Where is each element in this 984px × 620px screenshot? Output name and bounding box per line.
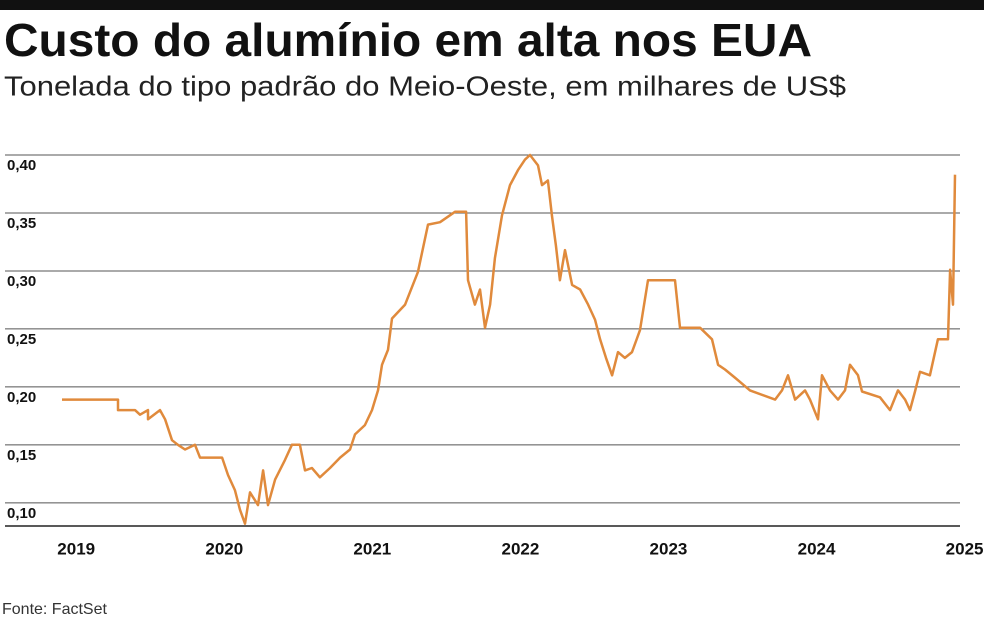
x-tick-label: 2022 [501, 539, 539, 558]
x-tick-label: 2019 [57, 539, 95, 558]
top-bar [0, 0, 984, 10]
x-tick-label: 2024 [798, 539, 836, 558]
y-tick-label: 0,10 [7, 505, 36, 522]
x-tick-label: 2023 [650, 539, 688, 558]
chart-title: Custo do alumínio em alta nos EUA [4, 14, 812, 66]
y-tick-label: 0,35 [7, 215, 36, 232]
chart-subtitle: Tonelada do tipo padrão do Meio-Oeste, e… [4, 70, 846, 101]
line-series [62, 153, 957, 525]
y-tick-label: 0,30 [7, 273, 36, 290]
x-tick-label: 2025 [946, 539, 984, 558]
y-tick-label: 0,25 [7, 331, 36, 348]
x-tick-label: 2021 [353, 539, 391, 558]
y-tick-label: 0,40 [7, 157, 36, 174]
source: Fonte: FactSet [2, 601, 107, 618]
y-tick-label: 0,20 [7, 389, 36, 406]
x-tick-label: 2020 [205, 539, 243, 558]
y-tick-label: 0,15 [7, 447, 36, 464]
